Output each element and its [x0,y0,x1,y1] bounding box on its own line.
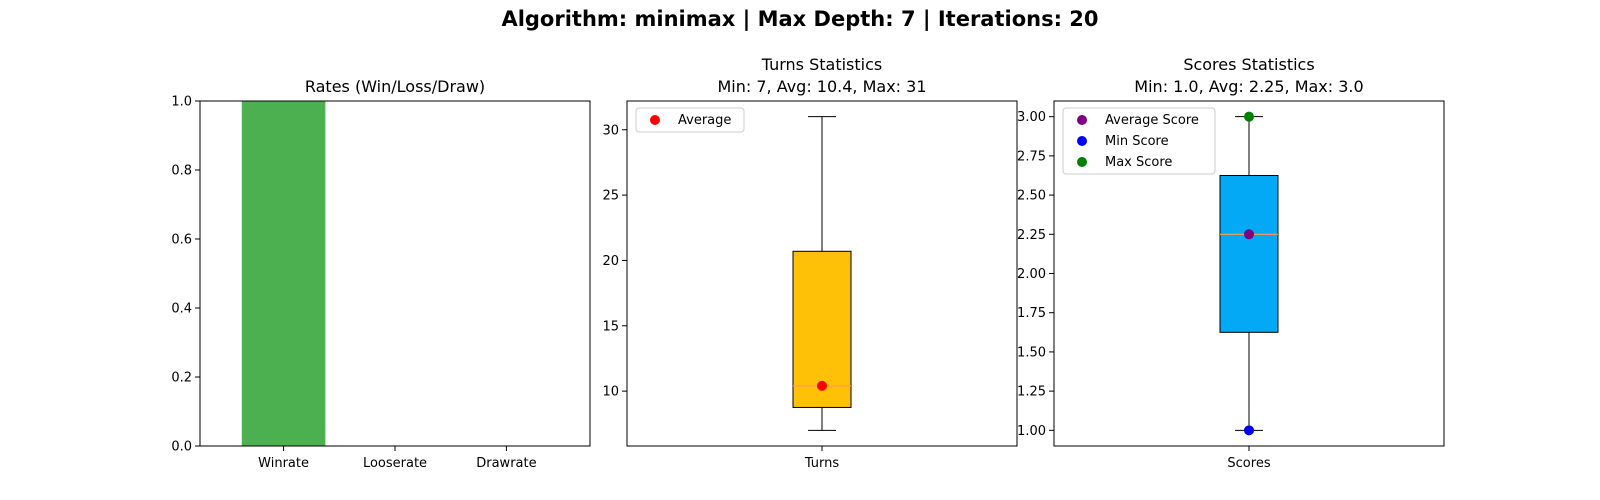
turns-ytick-label: 30 [602,123,619,138]
rates-ytick-label: 0.2 [171,371,192,386]
scores-ytick-label: 2.00 [1017,267,1046,282]
rates-ytick-label: 0.6 [171,233,192,248]
scores-ytick-label: 1.75 [1017,306,1046,321]
scores-ytick-label: 2.50 [1017,189,1046,204]
scores-legend-marker-max [1077,157,1087,167]
scores-point-min-score [1244,425,1254,436]
scores-ytick-label: 2.25 [1017,228,1046,243]
scores-legend-box [1062,107,1216,175]
scores-plot-area: Scores 1.00 1.25 1.50 1.75 2.00 2.25 2.50 2.75 3.… [1017,110,1279,471]
rates-plot-area: Winrate Looserate Drawrate 0.0 0.2 0.4 0.6 0.8 1… [171,95,536,472]
scores-point-max-score [1244,111,1254,122]
turns-ytick-label: 10 [602,385,619,400]
turns-ytick-label: 15 [602,319,619,334]
rates-xtick-label: Winrate [258,456,309,471]
scores-ytick-label: 3.00 [1017,110,1046,125]
scores-legend: Average Score Min Score Max Score [1062,107,1216,175]
scores-axes-frame [1053,100,1445,447]
turns-xtick-label: Turns [804,456,840,471]
rates-ytick-label: 1.0 [171,95,192,110]
rates-axes-frame [199,100,591,447]
turns-panel: Turns Statistics Min: 7, Avg: 10.4, Max:… [602,55,1018,471]
scores-ytick-label: 1.25 [1017,385,1046,400]
bar-winrate [241,101,326,446]
scores-legend-marker-average [1077,115,1087,125]
rates-panel: Rates (Win/Loss/Draw) Winrate Looserate Dr… [171,77,591,472]
turns-legend-box [635,107,745,133]
turns-title-line1: Turns Statistics [761,55,882,74]
turns-title-line2: Min: 7, Avg: 10.4, Max: 31 [717,77,926,96]
turns-ytick-label: 20 [602,254,619,269]
scores-xtick-label: Scores [1227,456,1270,471]
scores-legend-label-min: Min Score [1105,134,1169,149]
turns-legend-label-average: Average [678,113,731,128]
turns-legend: Average [635,107,745,133]
turns-plot-area: Turns 10 15 20 25 30 [602,116,852,471]
rates-xtick-label: Looserate [363,456,427,471]
turns-point-average [817,380,827,391]
scores-title-line2: Min: 1.0, Avg: 2.25, Max: 3.0 [1134,77,1363,96]
scores-box [1219,174,1279,333]
turns-legend-marker-average [650,115,660,125]
scores-ytick-label: 1.50 [1017,345,1046,360]
scores-ytick-label: 1.00 [1017,424,1046,439]
rates-title: Rates (Win/Loss/Draw) [305,77,485,96]
rates-ytick-label: 0.8 [171,164,192,179]
rates-ytick-label: 0.0 [171,440,192,455]
scores-panel: Scores Statistics Min: 1.0, Avg: 2.25, M… [1017,55,1445,471]
scores-legend-label-max: Max Score [1105,155,1172,170]
turns-axes-frame [626,100,1018,447]
figure-suptitle: Algorithm: minimax | Max Depth: 7 | Iter… [501,7,1098,32]
scores-point-average-score [1244,229,1254,240]
scores-title-line1: Scores Statistics [1183,55,1314,74]
scores-legend-label-average: Average Score [1105,113,1199,128]
rates-xtick-label: Drawrate [476,456,536,471]
scores-legend-marker-min [1077,136,1087,146]
rates-ytick-label: 0.4 [171,302,192,317]
turns-ytick-label: 25 [602,189,619,204]
scores-ytick-label: 2.75 [1017,149,1046,164]
